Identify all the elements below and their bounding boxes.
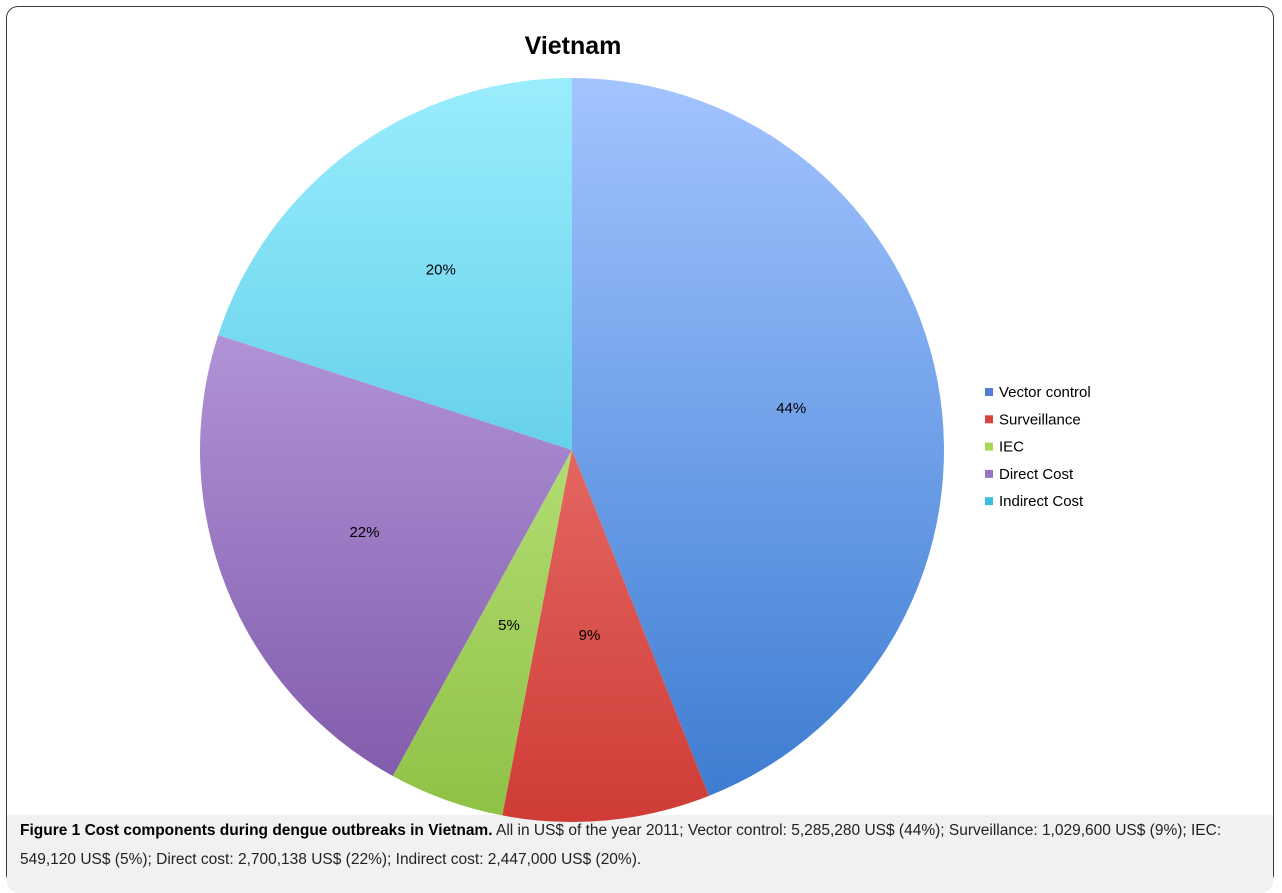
pie-slice-surveillance (502, 450, 709, 822)
legend: Vector control Surveillance IEC Direct Cost… (985, 384, 1091, 510)
pie-slices (200, 78, 945, 822)
legend-label-indirect-cost: Indirect Cost (999, 493, 1084, 510)
legend-label-direct-cost: Direct Cost (999, 466, 1074, 483)
pie-slice-direct-cost (200, 335, 572, 776)
chart-title: Vietnam (525, 32, 622, 60)
slice-label-direct-cost: 22% (349, 524, 379, 541)
legend-swatch-indirect-cost (985, 497, 993, 506)
pie-slice-iec (392, 450, 572, 816)
legend-label-vector-control: Vector control (999, 384, 1091, 401)
slice-label-indirect-cost: 20% (426, 261, 456, 278)
pie-slice-vector-control (572, 78, 945, 796)
legend-swatch-direct-cost (985, 469, 993, 478)
caption-title: Figure 1 Cost components during dengue o… (20, 822, 493, 839)
slice-label-surveillance: 9% (579, 627, 601, 644)
legend-label-surveillance: Surveillance (999, 411, 1081, 428)
slice-label-iec: 5% (498, 617, 520, 634)
legend-swatch-surveillance (985, 415, 993, 424)
pie-slice-indirect-cost (218, 78, 572, 450)
slice-label-vector-control: 44% (776, 400, 806, 417)
legend-swatch-iec (985, 442, 993, 451)
caption-background (7, 815, 1273, 893)
figure-caption: Figure 1 Cost components during dengue o… (20, 816, 1260, 874)
caption-body: All in US$ of the year 2011; Vector cont… (20, 822, 1222, 868)
legend-swatch-vector-control (985, 388, 993, 396)
pie-slice-labels: 44% 9% 5% 22% 20% (349, 261, 806, 644)
legend-label-iec: IEC (999, 439, 1024, 456)
